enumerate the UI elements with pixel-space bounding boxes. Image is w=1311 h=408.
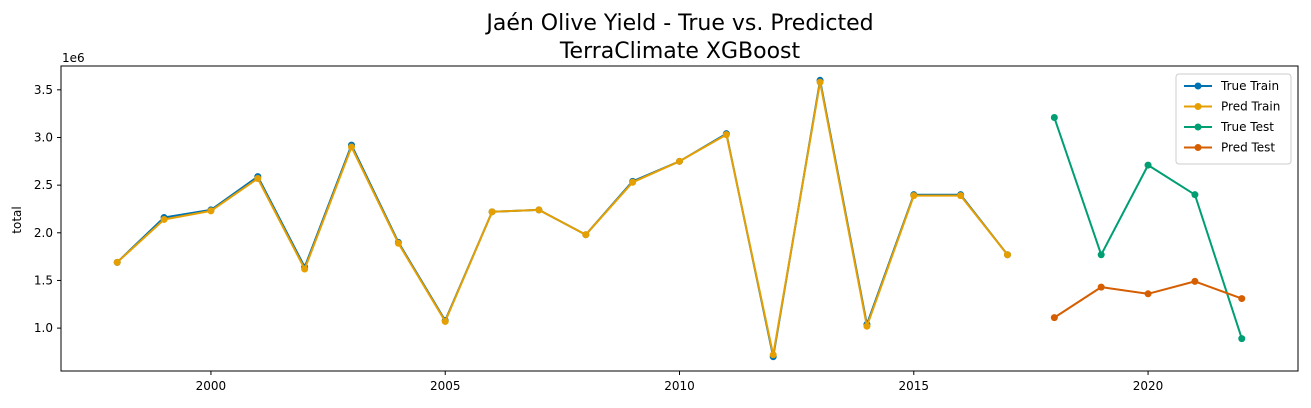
data-point-pred-train <box>676 157 683 165</box>
data-point-pred-train <box>207 207 215 215</box>
data-point-true-test <box>1191 191 1199 199</box>
data-point-pred-train <box>113 258 121 266</box>
legend-marker <box>1194 82 1202 90</box>
data-point-pred-train <box>441 317 449 325</box>
data-point-pred-train <box>535 206 543 214</box>
data-point-pred-train <box>816 78 824 86</box>
data-point-pred-test <box>1238 295 1246 303</box>
series-line-true-train <box>116 79 1009 358</box>
y-tick-label: 2.5 <box>34 178 53 192</box>
data-point-pred-train <box>722 131 730 139</box>
legend-marker <box>1194 144 1202 151</box>
data-point-pred-train <box>769 351 777 359</box>
chart-title: Jaén Olive Yield - True vs. Predicted <box>484 11 873 36</box>
x-tick-label: 2020 <box>1133 379 1164 393</box>
legend-label: Pred Test <box>1221 141 1275 155</box>
data-point-pred-train <box>488 208 496 216</box>
legend: True Train Pred Train True Test Pred Test <box>1175 73 1292 165</box>
x-tick-label: 2015 <box>899 379 930 393</box>
y-tick-label: 2.0 <box>34 226 53 240</box>
series-line-pred-train <box>116 81 1009 356</box>
data-point-pred-test <box>1097 283 1105 291</box>
legend-label: True Train <box>1220 79 1279 93</box>
legend-label: Pred Train <box>1221 100 1280 114</box>
data-point-pred-train <box>1003 251 1011 259</box>
data-point-pred-train <box>348 143 356 151</box>
data-point-true-test <box>1238 335 1246 343</box>
x-tick-label: 2005 <box>430 379 461 393</box>
y-tick-label: 3.0 <box>34 130 53 144</box>
data-point-pred-train <box>910 192 918 200</box>
data-point-pred-train <box>160 215 168 223</box>
data-point-pred-train <box>254 174 262 182</box>
x-tick-label: 2000 <box>196 379 227 393</box>
series-line-pred-test <box>1053 280 1243 319</box>
legend-marker <box>1194 123 1202 131</box>
data-point-pred-train <box>957 192 965 200</box>
legend-box <box>1175 73 1292 165</box>
data-point-pred-test <box>1050 314 1058 322</box>
data-point-true-test <box>1144 161 1152 169</box>
data-point-true-test <box>1050 113 1058 121</box>
data-point-pred-train <box>394 239 402 247</box>
data-point-pred-train <box>582 231 590 239</box>
y-tick-label: 1.5 <box>34 273 53 287</box>
plot-frame <box>60 65 1299 372</box>
y-axis-label: total <box>10 206 24 233</box>
data-point-pred-train <box>301 265 309 273</box>
y-tick-label: 3.5 <box>34 83 53 97</box>
plot-area: 2000 2005 2010 2015 2020 1.0 1.5 2.0 2.5 3.0 3.5 <box>34 76 1246 393</box>
chart-subtitle: TerraClimate XGBoost <box>559 39 801 64</box>
data-point-pred-test <box>1144 290 1152 298</box>
legend-marker <box>1194 103 1202 110</box>
data-point-true-test <box>1097 251 1105 259</box>
data-point-pred-train <box>629 178 637 186</box>
data-point-pred-train <box>863 322 871 330</box>
y-tick-label: 1.0 <box>34 321 53 335</box>
x-tick-label: 2010 <box>664 379 695 393</box>
data-point-pred-test <box>1191 277 1199 285</box>
legend-label: True Test <box>1220 120 1274 134</box>
y-offset-label: 1e6 <box>62 51 85 65</box>
